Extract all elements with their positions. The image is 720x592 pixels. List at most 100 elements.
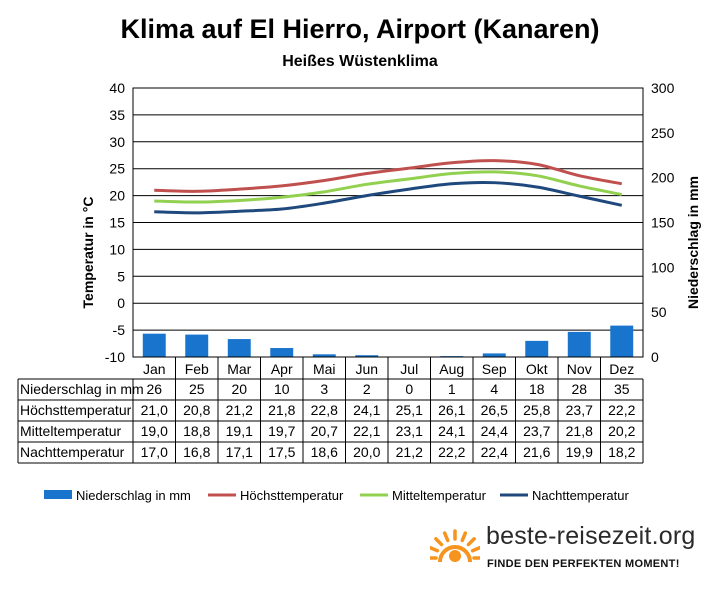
precipitation-bar [185,334,209,357]
table-cell: 21,2 [226,402,253,418]
y-left-tick-label: -10 [105,349,125,365]
x-tick-label: Sep [482,361,507,377]
table-cell: 25 [189,381,205,397]
table-cell: 19,1 [226,423,253,439]
y-left-tick-label: 20 [109,188,125,204]
table-cell: 19,7 [268,423,295,439]
legend: Niederschlag in mm Höchsttemperatur Mittel… [44,488,629,503]
sun-ray [460,531,468,543]
table-cell: 23,1 [396,423,423,439]
axes: 4035302520151050-5-10300250200150100500T… [80,80,701,365]
legend-label: Mitteltemperatur [392,488,487,503]
site-name[interactable]: beste-reisezeit.org [486,522,696,550]
x-tick-label: Mar [227,361,251,377]
table-cell: 28 [571,381,587,397]
y-right-axis-title: Niederschlag in mm [685,176,701,309]
precipitation-bar [270,348,294,357]
site-slogan: FINDE DEN PERFEKTEN MOMENT! [487,558,680,570]
table-cell: 20,7 [311,423,338,439]
table-cell: 21,6 [523,444,550,460]
table-cell: 22,1 [353,423,380,439]
legend-swatch [44,490,72,499]
precipitation-bar [610,325,634,357]
y-left-tick-label: 40 [109,80,125,96]
precipitation-bars [142,325,634,357]
table-cell: 19,9 [566,444,593,460]
line-höchsttemperatur [154,159,623,193]
x-tick-label: Jul [400,361,418,377]
x-tick-label: Mai [313,361,336,377]
y-right-tick-label: 150 [651,215,675,231]
y-left-tick-label: 0 [117,295,125,311]
table-cell: 17,5 [268,444,295,460]
table-cell: 25,8 [523,402,550,418]
table-row-header: Niederschlag in mm [20,381,144,397]
x-tick-label: Okt [526,361,548,377]
sun-ray [430,545,440,553]
y-right-tick-label: 250 [651,125,675,141]
chart-title: Klima auf El Hierro, Airport (Kanaren) [120,14,600,44]
y-left-tick-label: 5 [117,268,125,284]
data-table: Jan Feb Mar Apr Mai Jun Jul Aug Sep Okt Nov Dez Nied… [17,357,644,464]
temperature-lines [154,159,623,215]
y-left-tick-label: 35 [109,107,125,123]
precipitation-bar [482,353,506,357]
y-left-tick-label: 25 [109,161,125,177]
table-cell: 22,2 [608,402,635,418]
y-left-tick-label: 30 [109,134,125,150]
table-row-header: Mitteltemperatur [20,423,121,439]
table-cell: 25,1 [396,402,423,418]
table-cell: 24,4 [481,423,508,439]
precipitation-bar [355,355,379,357]
table-cell: 4 [490,381,498,397]
sun-ray [470,545,480,553]
sun-ray [466,537,476,547]
table-cell: 3 [320,381,328,397]
table-cell: 20,0 [353,444,380,460]
table-cell: 2 [363,381,371,397]
table-cell: 18,6 [311,444,338,460]
line-mitteltemperatur [154,170,623,204]
table-cell: 26,1 [438,402,465,418]
legend-label: Höchsttemperatur [240,488,344,503]
table-cell: 26,5 [481,402,508,418]
gridlines [133,87,643,358]
line-nachttemperatur [154,180,623,215]
table-row-header: Nachttemperatur [20,444,125,460]
y-right-tick-label: 200 [651,170,675,186]
table-cell: 20,2 [608,423,635,439]
x-tick-label: Jun [355,361,378,377]
table-cell: 35 [614,381,630,397]
sun-icon [430,529,480,563]
table-cell: 21,2 [396,444,423,460]
precipitation-bar [525,340,549,357]
table-cell: 19,0 [141,423,168,439]
table-cell: 17,0 [141,444,168,460]
y-left-tick-label: 15 [109,215,125,231]
table-row-header: Höchsttemperatur [20,402,132,418]
precipitation-bar [227,339,251,357]
y-left-tick-label: 10 [109,241,125,257]
table-cell: 0 [405,381,413,397]
table-cell: 18 [529,381,545,397]
chart-subtitle: Heißes Wüstenklima [282,53,438,70]
x-tick-label: Apr [271,361,293,377]
y-right-tick-label: 0 [651,349,659,365]
table-cell: 22,2 [438,444,465,460]
legend-label: Nachttemperatur [532,488,629,503]
table-cell: 24,1 [353,402,380,418]
table-cell: 23,7 [566,402,593,418]
table-cell: 10 [274,381,290,397]
table-cell: 21,0 [141,402,168,418]
x-tick-label: Aug [439,361,464,377]
table-cell: 21,8 [566,423,593,439]
y-left-tick-label: -5 [113,322,126,338]
y-right-tick-label: 100 [651,259,675,275]
x-tick-label: Jan [143,361,166,377]
y-left-axis-title: Temperatur in °C [80,197,96,309]
x-tick-label: Nov [567,361,592,377]
table-cell: 16,8 [183,444,210,460]
table-cell: 24,1 [438,423,465,439]
table-cell: 17,1 [226,444,253,460]
